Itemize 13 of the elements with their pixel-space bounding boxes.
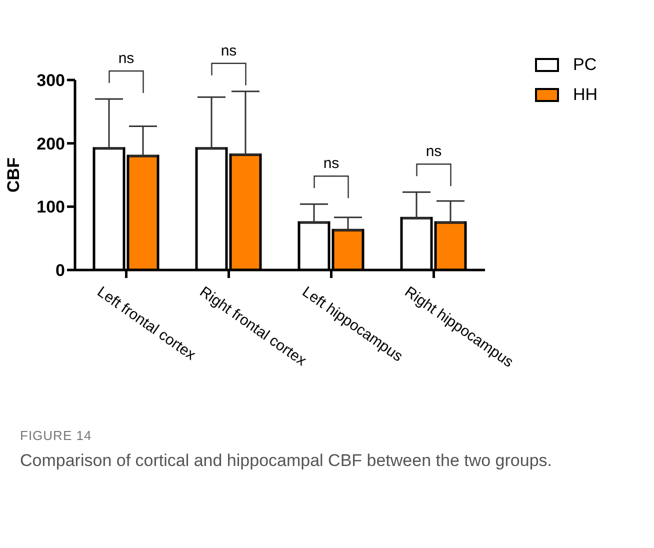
text: ns: [118, 50, 134, 67]
text: ns: [220, 42, 237, 60]
annotation: ns: [323, 155, 340, 172]
y-tick-label: 200: [36, 134, 65, 154]
legend-label: PC: [573, 55, 597, 75]
annotation: ns: [426, 143, 442, 160]
y-axis-title: CBF: [4, 158, 24, 192]
y-tick-label: 0: [56, 261, 65, 280]
legend-label: HH: [573, 85, 598, 105]
text: Comparison of cortical and hippocampal CBF between the two groups.: [20, 450, 554, 472]
y-tick-label: 300: [36, 71, 65, 90]
caption: FIGURE 14: [20, 428, 93, 443]
y-tick-label: 100: [36, 198, 65, 217]
